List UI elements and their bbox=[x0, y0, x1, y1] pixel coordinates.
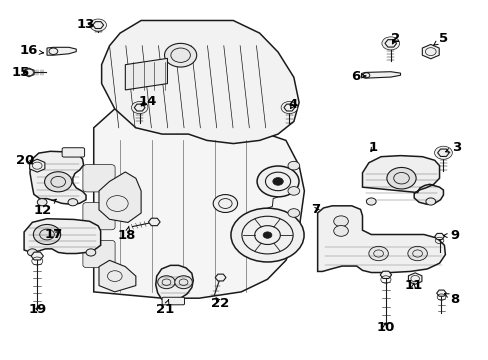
Text: 14: 14 bbox=[138, 95, 156, 108]
Polygon shape bbox=[24, 219, 101, 253]
Text: 11: 11 bbox=[404, 279, 422, 292]
Circle shape bbox=[287, 209, 299, 217]
Circle shape bbox=[86, 249, 96, 256]
Circle shape bbox=[213, 194, 237, 212]
Circle shape bbox=[158, 276, 175, 289]
Circle shape bbox=[287, 161, 299, 170]
Polygon shape bbox=[380, 271, 391, 279]
Text: 2: 2 bbox=[390, 32, 399, 45]
Text: 12: 12 bbox=[34, 199, 56, 217]
Circle shape bbox=[257, 166, 298, 197]
Circle shape bbox=[164, 43, 196, 67]
Circle shape bbox=[425, 198, 435, 205]
Polygon shape bbox=[102, 21, 299, 144]
FancyBboxPatch shape bbox=[162, 297, 184, 305]
Polygon shape bbox=[215, 274, 225, 281]
Circle shape bbox=[381, 37, 399, 50]
Text: 9: 9 bbox=[443, 229, 458, 242]
Polygon shape bbox=[93, 22, 103, 28]
Text: 6: 6 bbox=[350, 69, 365, 82]
Polygon shape bbox=[434, 233, 444, 239]
Polygon shape bbox=[47, 47, 76, 55]
Polygon shape bbox=[156, 265, 193, 300]
Circle shape bbox=[68, 199, 78, 206]
Polygon shape bbox=[407, 273, 421, 284]
Text: 18: 18 bbox=[118, 226, 136, 242]
Circle shape bbox=[37, 199, 47, 206]
Text: 15: 15 bbox=[11, 66, 30, 79]
Polygon shape bbox=[30, 159, 45, 172]
Circle shape bbox=[333, 216, 347, 226]
Text: 7: 7 bbox=[310, 203, 319, 216]
Circle shape bbox=[281, 102, 297, 114]
Text: 3: 3 bbox=[445, 141, 460, 154]
Text: 8: 8 bbox=[444, 293, 459, 306]
Polygon shape bbox=[422, 44, 438, 59]
Polygon shape bbox=[361, 72, 400, 78]
Circle shape bbox=[90, 19, 106, 31]
Text: 22: 22 bbox=[211, 297, 229, 310]
Polygon shape bbox=[99, 260, 136, 292]
Circle shape bbox=[434, 146, 451, 159]
Circle shape bbox=[407, 246, 427, 261]
Text: 16: 16 bbox=[19, 44, 43, 57]
Text: 4: 4 bbox=[288, 98, 297, 111]
Circle shape bbox=[366, 198, 375, 205]
Circle shape bbox=[368, 246, 387, 261]
Circle shape bbox=[287, 186, 299, 195]
Polygon shape bbox=[148, 218, 160, 226]
Polygon shape bbox=[317, 206, 445, 273]
Text: 5: 5 bbox=[432, 32, 447, 45]
Text: 13: 13 bbox=[76, 18, 95, 31]
Polygon shape bbox=[134, 104, 145, 111]
Circle shape bbox=[174, 276, 192, 289]
Polygon shape bbox=[362, 156, 443, 204]
FancyBboxPatch shape bbox=[83, 240, 115, 267]
Polygon shape bbox=[384, 40, 396, 47]
Circle shape bbox=[44, 172, 72, 192]
Circle shape bbox=[27, 249, 37, 256]
Polygon shape bbox=[99, 172, 141, 222]
Circle shape bbox=[33, 225, 61, 244]
Polygon shape bbox=[436, 290, 446, 296]
Polygon shape bbox=[24, 68, 34, 77]
Text: 1: 1 bbox=[368, 141, 377, 154]
Text: 20: 20 bbox=[16, 154, 35, 167]
Polygon shape bbox=[31, 252, 43, 260]
Text: 10: 10 bbox=[375, 321, 394, 334]
Circle shape bbox=[272, 177, 283, 185]
Text: 17: 17 bbox=[44, 228, 62, 241]
Circle shape bbox=[386, 167, 415, 189]
Polygon shape bbox=[437, 149, 448, 157]
Circle shape bbox=[333, 226, 347, 236]
Polygon shape bbox=[284, 104, 294, 111]
FancyBboxPatch shape bbox=[83, 203, 115, 230]
Text: 19: 19 bbox=[29, 303, 47, 316]
Polygon shape bbox=[30, 151, 86, 204]
Circle shape bbox=[131, 102, 147, 114]
Polygon shape bbox=[125, 58, 167, 90]
FancyBboxPatch shape bbox=[62, 148, 84, 157]
Polygon shape bbox=[94, 103, 304, 298]
Circle shape bbox=[230, 208, 304, 262]
Circle shape bbox=[263, 232, 271, 238]
Text: 21: 21 bbox=[156, 300, 174, 316]
FancyBboxPatch shape bbox=[83, 165, 115, 192]
